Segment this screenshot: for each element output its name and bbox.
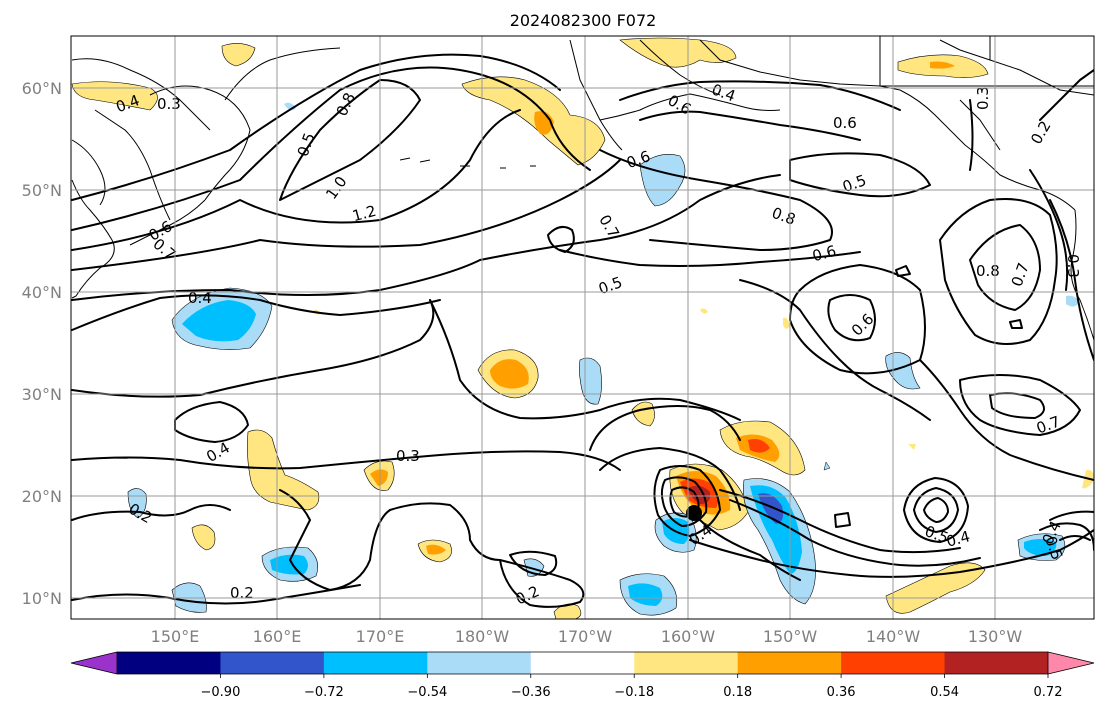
contour-lines	[71, 53, 1094, 608]
colorbar-outline	[117, 651, 1048, 675]
contour-label: 0.8	[976, 262, 1000, 280]
colorbar-segment	[323, 652, 428, 674]
longitude-labels: 150°E 160°E 170°E 180°W 170°W 160°W 150°W 140°W…	[151, 627, 1023, 646]
longitude-label: 160°E	[253, 627, 302, 646]
colorbar-segment	[530, 652, 635, 674]
colorbar-tick-label: 0.36	[827, 685, 856, 700]
latitude-label: 60°N	[22, 79, 62, 98]
coastlines	[71, 36, 1094, 341]
latitude-labels: 10°N 20°N 30°N 40°N 50°N 60°N	[22, 79, 62, 608]
contour-label: 0.6	[833, 114, 857, 132]
colorbar-tick-label: −0.54	[407, 685, 447, 700]
latitude-label: 50°N	[22, 181, 62, 200]
map-title: 2024082300 F072	[510, 11, 657, 30]
colorbar-tick-label: −0.90	[201, 685, 241, 700]
map-area: 0.4 0.3 0.5 0.8 1.0 1.2 0.6 0.7 0.6 0.4 …	[71, 36, 1094, 619]
colorbar-segment	[117, 652, 221, 674]
contour-label: 0.4	[944, 527, 972, 551]
latitude-label: 10°N	[22, 589, 62, 608]
latitude-label: 40°N	[22, 283, 62, 302]
shaded-anomalies	[71, 37, 1094, 619]
colorbar: −0.90 −0.72 −0.54 −0.36 −0.18 0.18 0.36 0.54 0.7…	[70, 651, 1095, 700]
latitude-label: 30°N	[22, 385, 62, 404]
longitude-label: 160°W	[661, 627, 716, 646]
longitude-label: 140°W	[866, 627, 921, 646]
latitude-label: 20°N	[22, 487, 62, 506]
colorbar-tick-label: 0.72	[1034, 685, 1063, 700]
contour-label: 0.3	[1064, 254, 1082, 278]
map-frame	[70, 35, 1095, 620]
colorbar-extend-max	[1047, 651, 1095, 675]
colorbar-segment	[634, 652, 739, 674]
colorbar-segment	[220, 652, 325, 674]
contour-label: 1.2	[350, 202, 378, 226]
contour-label: 0.3	[157, 95, 181, 113]
colorbar-tick-label: −0.36	[511, 685, 551, 700]
colorbar-segment	[427, 652, 532, 674]
colorbar-tick-label: 0.54	[930, 685, 959, 700]
contour-label: 0.3	[396, 447, 420, 465]
colorbar-segment	[944, 652, 1049, 674]
colorbar-extend-min	[70, 651, 118, 675]
colorbar-tick-label: −0.18	[614, 685, 654, 700]
longitude-label: 180°W	[455, 627, 510, 646]
colorbar-tick-label: −0.72	[304, 685, 344, 700]
longitude-label: 150°W	[763, 627, 818, 646]
colorbar-segment	[841, 652, 946, 674]
storm-center-dot	[686, 505, 702, 521]
longitude-label: 170°E	[356, 627, 405, 646]
contour-label: 0.3	[974, 86, 992, 110]
contour-label: 0.4	[188, 289, 212, 307]
graticule	[71, 36, 1094, 619]
contour-label: 0.2	[230, 584, 254, 602]
longitude-label: 130°W	[968, 627, 1023, 646]
colorbar-segment	[737, 652, 842, 674]
contour-label: 0.6	[810, 242, 838, 266]
longitude-label: 150°E	[151, 627, 200, 646]
longitude-label: 170°W	[558, 627, 613, 646]
colorbar-tick-label: 0.18	[723, 685, 752, 700]
